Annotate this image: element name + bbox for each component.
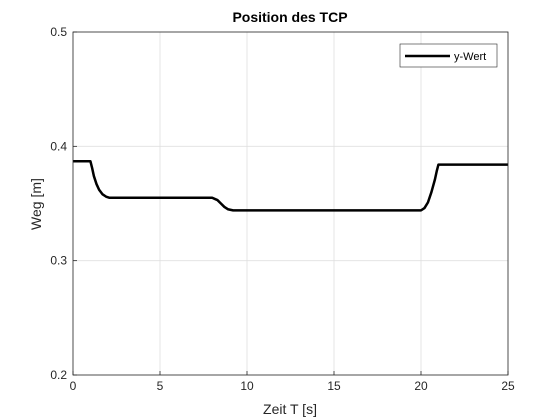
y-tick-label: 0.2 (50, 368, 67, 382)
y-tick-label: 0.3 (50, 254, 67, 268)
x-tick-label: 5 (157, 379, 164, 393)
x-axis-label: Zeit T [s] (263, 401, 317, 417)
x-tick-label: 0 (70, 379, 77, 393)
plot-frame (72, 31, 509, 376)
chart-title: Position des TCP (232, 9, 347, 25)
series-line-y-wert (73, 159, 508, 212)
x-tick-label: 10 (240, 379, 254, 393)
x-tick-label: 15 (327, 379, 341, 393)
y-axis-label: Weg [m] (28, 178, 44, 230)
legend-label-y-wert: y-Wert (454, 51, 486, 63)
y-tick-label: 0.5 (50, 25, 67, 39)
x-tick-label: 25 (501, 379, 515, 393)
axis-ticks: 0 5 10 15 20 25 0.2 0.3 0.4 0.5 (50, 25, 515, 393)
legend: y-Wert (399, 43, 498, 68)
plot-area (73, 32, 508, 375)
y-tick-label: 0.4 (50, 139, 67, 153)
x-tick-label: 20 (414, 379, 428, 393)
